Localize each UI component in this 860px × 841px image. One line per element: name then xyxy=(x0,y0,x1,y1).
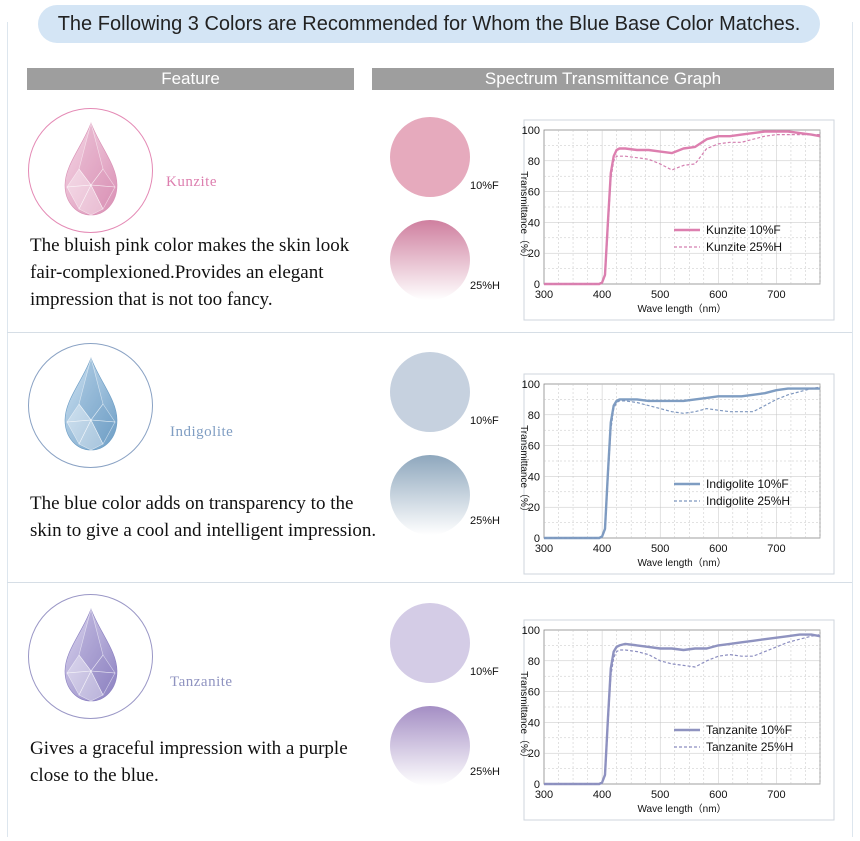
kunzite-swatch-25h xyxy=(390,220,470,300)
indigolite-name: Indigolite xyxy=(170,424,234,440)
outer-border-left xyxy=(7,22,8,837)
indigolite-swatch-10f-label: 10%F xyxy=(470,415,499,427)
x-tick-label: 300 xyxy=(535,289,553,301)
x-axis-label: Wave length（nm） xyxy=(637,557,726,569)
kunzite-swatch-25h-label: 25%H xyxy=(470,280,500,292)
kunzite-swatch-10f-label: 10%F xyxy=(470,180,499,192)
kunzite-gem-circle xyxy=(28,108,153,233)
tanzanite-swatch-25h-label: 25%H xyxy=(470,766,500,778)
legend-entry: Tanzanite 25%H xyxy=(706,740,793,754)
graph-header: Spectrum Transmittance Graph xyxy=(372,68,834,90)
tanzanite-name: Tanzanite xyxy=(170,674,233,690)
tanzanite-description: Gives a graceful impression with a purpl… xyxy=(30,738,348,786)
y-axis-label: Transmittance（%） xyxy=(518,425,530,517)
y-tick-label: 60 xyxy=(528,687,540,699)
x-tick-label: 700 xyxy=(767,543,785,555)
y-tick-label: 100 xyxy=(522,125,540,137)
kunzite-swatch-10f xyxy=(390,117,470,197)
indigolite-swatch-10f xyxy=(390,352,470,432)
y-tick-label: 80 xyxy=(528,156,540,168)
y-tick-label: 40 xyxy=(528,471,540,483)
kunzite-gem-drop-icon xyxy=(64,121,118,216)
tanzanite-gem-drop-icon xyxy=(64,607,118,702)
series-line-dashed xyxy=(544,134,820,285)
y-tick-label: 80 xyxy=(528,410,540,422)
y-tick-label: 0 xyxy=(534,779,540,791)
y-tick-label: 20 xyxy=(528,502,540,514)
x-tick-label: 500 xyxy=(651,543,669,555)
x-tick-label: 500 xyxy=(651,789,669,801)
x-tick-label: 600 xyxy=(709,289,727,301)
series-line-solid xyxy=(544,633,821,786)
indigolite-swatch-25h xyxy=(390,455,470,535)
y-tick-label: 80 xyxy=(528,656,540,668)
y-tick-label: 40 xyxy=(528,717,540,729)
tanzanite-gem-circle xyxy=(28,594,153,719)
tanzanite-swatch-10f-label: 10%F xyxy=(470,666,499,678)
indigolite-gem-drop-icon xyxy=(64,356,118,451)
x-tick-label: 600 xyxy=(709,543,727,555)
x-tick-label: 300 xyxy=(535,789,553,801)
page-banner: The Following 3 Colors are Recommended f… xyxy=(38,5,820,43)
y-axis-label: Transmittance（%） xyxy=(518,171,530,263)
section-divider xyxy=(7,332,852,333)
y-axis-label: Transmittance（%） xyxy=(518,671,530,763)
x-tick-label: 600 xyxy=(709,789,727,801)
indigolite-transmittance-chart: 300 400 500 600 700 0 20 40 60 80 100 Wave length（n… xyxy=(518,373,835,575)
indigolite-gem-circle xyxy=(28,343,153,468)
tanzanite-swatch-25h xyxy=(390,706,470,786)
x-tick-label: 400 xyxy=(593,543,611,555)
x-axis-label: Wave length（nm） xyxy=(637,803,726,815)
x-tick-label: 400 xyxy=(593,289,611,301)
x-tick-label: 700 xyxy=(767,789,785,801)
legend-entry: Kunzite 25%H xyxy=(706,240,782,254)
y-tick-label: 20 xyxy=(528,748,540,760)
series-line-dashed xyxy=(544,386,821,539)
x-axis-label: Wave length（nm） xyxy=(637,303,726,315)
y-tick-label: 60 xyxy=(528,187,540,199)
legend-entry: Indigolite 10%F xyxy=(706,477,789,491)
kunzite-transmittance-chart: 300 400 500 600 700 0 20 40 60 80 100 Wave length（n… xyxy=(518,119,835,321)
indigolite-swatch-25h-label: 25%H xyxy=(470,515,500,527)
kunzite-description: The bluish pink color makes the skin loo… xyxy=(30,235,350,310)
series-line-solid xyxy=(544,387,820,540)
tanzanite-swatch-10f xyxy=(390,603,470,683)
x-tick-label: 300 xyxy=(535,543,553,555)
feature-header: Feature xyxy=(27,68,354,90)
y-tick-label: 100 xyxy=(522,625,540,637)
kunzite-name: Kunzite xyxy=(166,174,217,190)
y-tick-label: 20 xyxy=(528,248,540,260)
legend-entry: Tanzanite 10%F xyxy=(706,723,792,737)
x-tick-label: 500 xyxy=(651,289,669,301)
y-tick-label: 0 xyxy=(534,279,540,291)
x-tick-label: 400 xyxy=(593,789,611,801)
outer-border-right xyxy=(852,22,853,837)
y-tick-label: 0 xyxy=(534,533,540,545)
y-tick-label: 40 xyxy=(528,217,540,229)
indigolite-description: The blue color adds on transparency to t… xyxy=(30,493,377,541)
y-tick-label: 100 xyxy=(522,379,540,391)
section-divider xyxy=(7,582,852,583)
tanzanite-transmittance-chart: 300 400 500 600 700 0 20 40 60 80 100 Wave length（n… xyxy=(518,619,835,821)
legend-entry: Indigolite 25%H xyxy=(706,494,790,508)
series-line-dashed xyxy=(544,634,821,785)
y-tick-label: 60 xyxy=(528,441,540,453)
x-tick-label: 700 xyxy=(767,289,785,301)
legend-entry: Kunzite 10%F xyxy=(706,223,781,237)
